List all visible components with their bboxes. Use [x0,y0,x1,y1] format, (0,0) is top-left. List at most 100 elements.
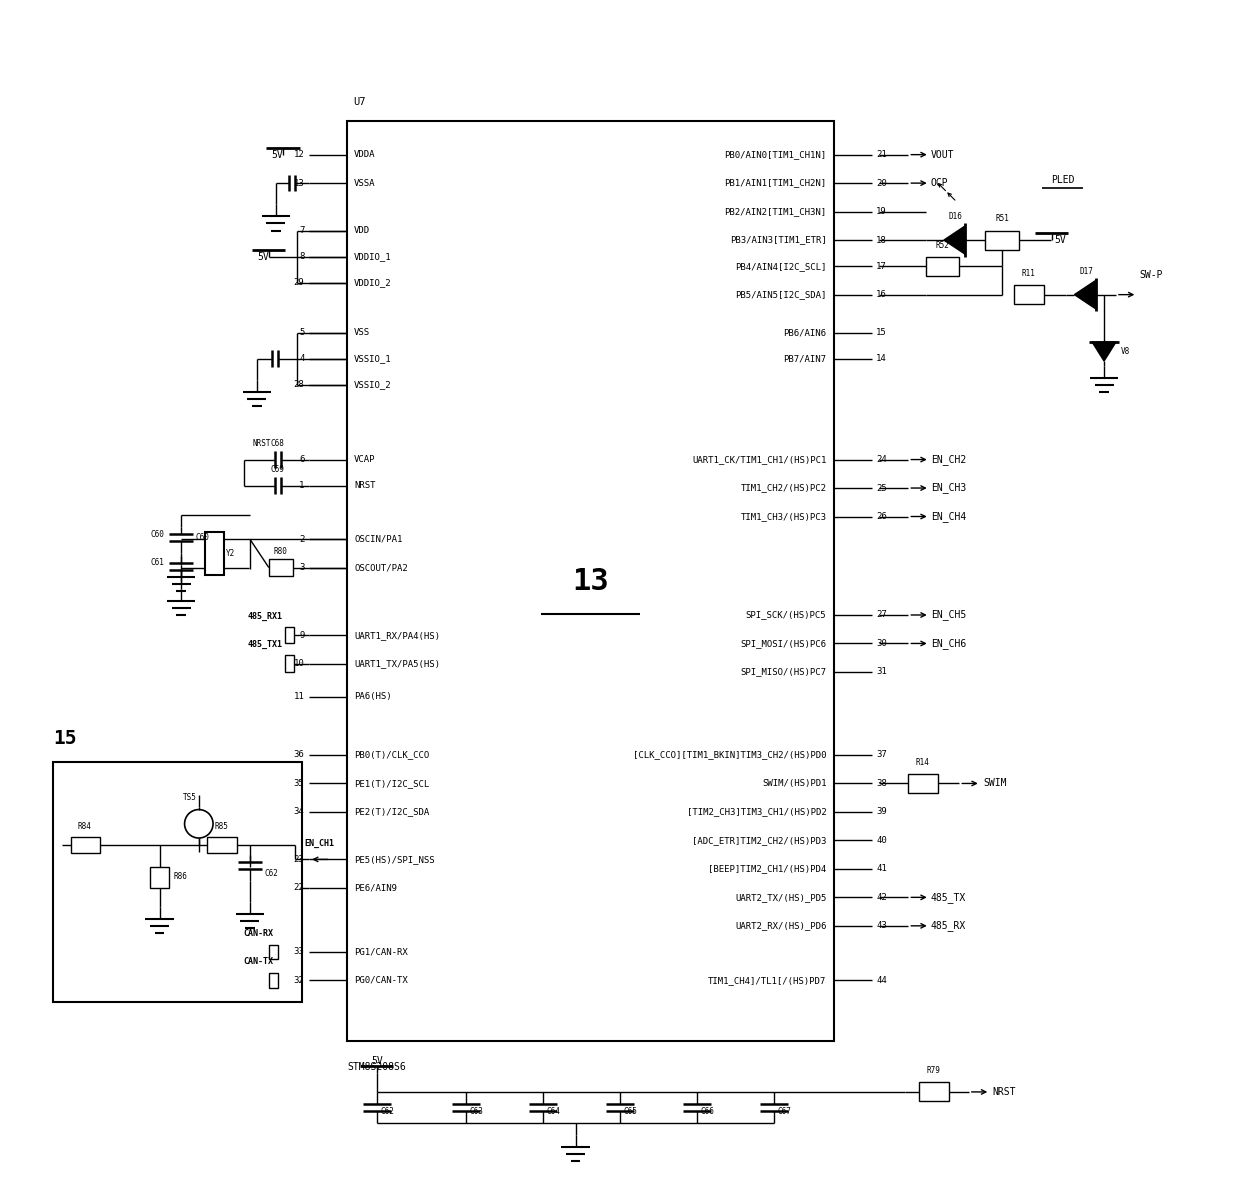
Text: VDDIO_1: VDDIO_1 [355,253,392,261]
Bar [269,945,278,960]
Text: SWIM/(HS)PD1: SWIM/(HS)PD1 [761,778,826,788]
Bar [207,837,237,853]
Text: R80: R80 [274,547,288,555]
Text: NRST: NRST [992,1087,1016,1097]
Text: 43: 43 [877,921,887,930]
Text: 42: 42 [877,893,887,902]
Text: 27: 27 [877,610,887,620]
Text: 29: 29 [294,278,304,287]
Text: U7: U7 [353,98,366,107]
Bar [347,122,833,1041]
Text: PB5/AIN5[I2C_SDA]: PB5/AIN5[I2C_SDA] [735,290,826,299]
Text: PB4/AIN4[I2C_SCL]: PB4/AIN4[I2C_SCL] [735,262,826,271]
Text: PB1/AIN1[TIM1_CH2N]: PB1/AIN1[TIM1_CH2N] [724,179,826,187]
Text: 3: 3 [299,563,304,572]
Text: 31: 31 [877,668,887,676]
Text: PE5(HS)/SPI_NSS: PE5(HS)/SPI_NSS [355,855,435,864]
Text: C62: C62 [264,869,278,879]
Text: PE6/AIN9: PE6/AIN9 [355,883,397,893]
Text: PB0(T)/CLK_CCO: PB0(T)/CLK_CCO [355,751,429,759]
Text: 6: 6 [299,455,304,464]
Text: UART1_CK/TIM1_CH1/(HS)PC1: UART1_CK/TIM1_CH1/(HS)PC1 [692,455,826,464]
Text: UART1_TX/PA5(HS): UART1_TX/PA5(HS) [355,659,440,669]
Text: 11: 11 [294,693,304,701]
Text: 14: 14 [877,354,887,364]
Bar [71,837,100,853]
Text: TIM1_CH3/(HS)PC3: TIM1_CH3/(HS)PC3 [740,513,826,521]
Text: OSCOUT/PA2: OSCOUT/PA2 [355,563,408,572]
Bar [285,656,294,672]
Text: EN_CH4: EN_CH4 [931,511,966,522]
Polygon shape [1074,280,1096,309]
Text: 33: 33 [294,948,304,956]
Text: 21: 21 [877,150,887,160]
Bar [926,256,960,275]
Text: VSSIO_2: VSSIO_2 [355,380,392,390]
Text: 10: 10 [294,659,304,669]
Text: [BEEP]TIM2_CH1/(HS)PD4: [BEEP]TIM2_CH1/(HS)PD4 [708,864,826,874]
Text: 25: 25 [877,484,887,492]
Text: TIM1_CH4]/TL1[/(HS)PD7: TIM1_CH4]/TL1[/(HS)PD7 [708,976,826,985]
Text: C68: C68 [270,439,284,448]
Text: V8: V8 [1121,347,1130,356]
Text: 20: 20 [877,179,887,187]
Text: UART1_RX/PA4(HS): UART1_RX/PA4(HS) [355,631,440,640]
Text: R11: R11 [1022,269,1035,278]
Text: 40: 40 [877,836,887,845]
Text: NRST: NRST [253,439,272,448]
Text: VDDA: VDDA [355,150,376,160]
Bar [285,627,294,644]
Text: 30: 30 [877,639,887,648]
Text: VDDIO_2: VDDIO_2 [355,278,392,287]
Text: 15: 15 [877,328,887,337]
Text: C60: C60 [150,529,165,539]
Text: 4: 4 [299,354,304,364]
Text: R14: R14 [915,758,930,766]
Text: 22: 22 [294,883,304,893]
Text: 485_RX: 485_RX [931,920,966,931]
Text: 5V: 5V [1054,235,1066,246]
Text: 44: 44 [877,976,887,985]
Text: CAN-RX: CAN-RX [243,929,274,938]
Text: 23: 23 [294,855,304,864]
Text: [TIM2_CH3]TIM3_CH1/(HS)PD2: [TIM2_CH3]TIM3_CH1/(HS)PD2 [687,807,826,817]
Text: 15: 15 [53,728,77,747]
Bar [205,532,223,575]
Text: 38: 38 [877,778,887,788]
Text: NRST: NRST [355,482,376,490]
Text: PB0/AIN0[TIM1_CH1N]: PB0/AIN0[TIM1_CH1N] [724,150,826,160]
Text: VSSA: VSSA [355,179,376,187]
Text: 8: 8 [299,253,304,261]
Text: 7: 7 [299,226,304,235]
Text: PB2/AIN2[TIM1_CH3N]: PB2/AIN2[TIM1_CH3N] [724,207,826,216]
Bar [909,774,937,793]
Text: PB7/AIN7: PB7/AIN7 [784,354,826,364]
Text: EN_CH1: EN_CH1 [304,838,335,848]
Bar [1014,285,1044,304]
Text: R79: R79 [926,1067,940,1075]
Text: 1: 1 [299,482,304,490]
Text: 13: 13 [572,566,609,596]
Text: SPI_SCK/(HS)PC5: SPI_SCK/(HS)PC5 [745,610,826,620]
Text: EN_CH5: EN_CH5 [931,609,966,621]
Text: 5V: 5V [272,150,283,160]
Text: C63: C63 [469,1107,484,1117]
Bar [986,230,1018,249]
Text: D16: D16 [949,212,962,221]
Text: C62: C62 [381,1107,394,1117]
Text: C66: C66 [701,1107,714,1117]
Text: TIM1_CH2/(HS)PC2: TIM1_CH2/(HS)PC2 [740,484,826,492]
Text: VOUT: VOUT [931,150,955,160]
Text: C61: C61 [150,558,165,567]
Text: 13: 13 [294,179,304,187]
Text: 2: 2 [299,534,304,544]
Text: R52: R52 [936,241,950,249]
Text: C60: C60 [195,533,210,542]
Text: EN_CH3: EN_CH3 [931,483,966,493]
Text: UART2_TX/(HS)_PD5: UART2_TX/(HS)_PD5 [735,893,826,902]
Text: [CLK_CCO][TIM1_BKIN]TIM3_CH2/(HS)PD0: [CLK_CCO][TIM1_BKIN]TIM3_CH2/(HS)PD0 [632,751,826,759]
Text: OSCIN/PA1: OSCIN/PA1 [355,534,403,544]
Bar [269,559,293,576]
Text: R84: R84 [78,822,92,831]
Text: 35: 35 [294,778,304,788]
